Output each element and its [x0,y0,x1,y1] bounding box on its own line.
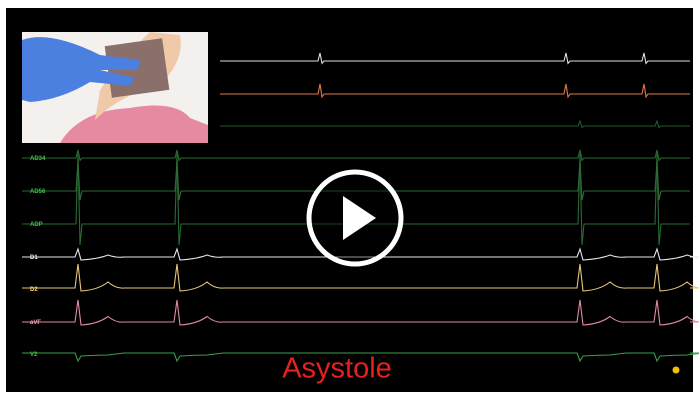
inset-image [22,32,208,143]
page: {"video": {"leads": ["AD34", "AD56", "AD… [0,0,699,396]
lead-label: D1 [30,255,38,261]
lead-label: ADP [30,222,43,228]
lead-label: aVF [30,320,41,326]
caption: Asystole [282,353,392,385]
lead-label: AD34 [30,156,46,162]
play-button[interactable] [309,172,401,264]
video-player[interactable]: AD34 AD56 ADP D1 D2 aVF V2 Asystole [0,0,699,396]
lead-label: V2 [30,352,38,358]
lead-label: AD56 [30,189,46,195]
indicator [673,367,680,374]
lead-label: D2 [30,287,38,293]
